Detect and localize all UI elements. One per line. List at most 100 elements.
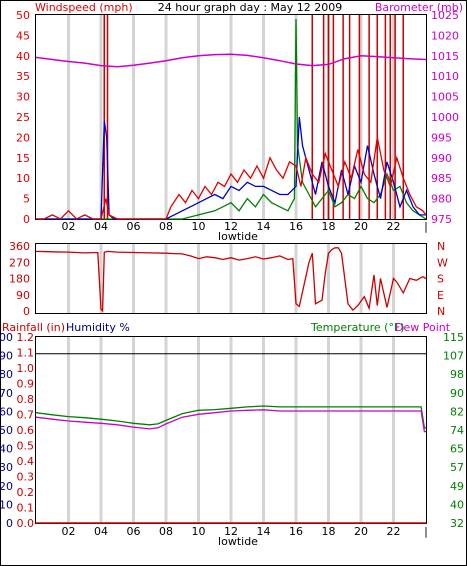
rainfall-tick-label: 0.6 — [17, 424, 35, 437]
x-tick-label: 16 — [289, 220, 303, 233]
x-tick-label: 22 — [387, 525, 401, 538]
wind-tick-label: 25 — [16, 111, 30, 124]
humidity-axis-title: Humidity % — [66, 321, 130, 334]
temperature-tick-label: 49 — [450, 480, 464, 493]
direction-tick-label: 180 — [9, 273, 30, 286]
x-tick-label: 18 — [322, 525, 336, 538]
wind-y-ticks: 0 5 10 15 20 25 30 35 40 45 50 — [16, 9, 30, 226]
direction-tick-label: 360 — [9, 240, 30, 253]
barometer-line — [35, 53, 427, 68]
rainfall-tick-label: 0.8 — [17, 393, 35, 406]
temperature-tick-label: 98 — [450, 368, 464, 381]
humidity-tick-label: 60 — [0, 405, 13, 418]
grid-3 — [67, 337, 395, 523]
temperature-tick-label: 107 — [443, 350, 464, 363]
temperature-tick-label: 74 — [450, 424, 464, 437]
barometer-tick-label: 980 — [431, 193, 452, 206]
dewpoint-axis-title: Dew Point — [395, 321, 451, 334]
wind-barometer-panel: Windspeed (mph) 24 hour graph day : May … — [16, 1, 463, 243]
rainfall-tick-label: 0.0 — [17, 517, 35, 530]
barometer-tick-label: 990 — [431, 152, 452, 165]
x-tick-label: 20 — [354, 220, 368, 233]
barometer-tick-label: 1025 — [431, 9, 459, 22]
barometer-tick-label: 1010 — [431, 70, 459, 83]
x-tick-label: 10 — [192, 220, 206, 233]
x-tick-label: 16 — [289, 525, 303, 538]
x-tick-label: 02 — [62, 525, 76, 538]
x-tick-label: 04 — [94, 525, 108, 538]
x-tick-labels-1: 02 04 06 08 10 12 14 16 18 20 22 | — [62, 220, 428, 233]
rainfall-tick-label: 0.4 — [17, 455, 35, 468]
humidity-tick-label: 40 — [0, 443, 13, 456]
barometer-tick-label: 1020 — [431, 29, 459, 42]
x-tick-labels-3: 02 04 06 08 10 12 14 16 18 20 22 | — [62, 525, 428, 538]
direction-y-ticks: 0 90 180 270 360 — [9, 240, 30, 318]
wind-tick-label: 5 — [23, 193, 30, 206]
chart-title: 24 hour graph day : May 12 2009 — [158, 1, 343, 14]
compass-label: W — [437, 256, 448, 269]
humidity-tick-label: 80 — [0, 368, 13, 381]
temperature-tick-label: 82 — [450, 405, 464, 418]
barometer-tick-label: 995 — [431, 131, 452, 144]
wind-tick-label: 30 — [16, 91, 30, 104]
rainfall-axis-title: Rainfall (in) — [2, 321, 65, 334]
climate-series — [35, 353, 426, 524]
plot-frame-2 — [35, 243, 427, 314]
x-axis-label-3: lowtide — [218, 535, 258, 548]
x-tick-label: 14 — [257, 525, 271, 538]
humidity-tick-label: 50 — [0, 424, 13, 437]
wind-tick-label: 35 — [16, 70, 30, 83]
x-tick-label: 08 — [159, 525, 173, 538]
rainfall-tick-label: 0.2 — [17, 486, 35, 499]
dewpoint-line — [35, 409, 426, 433]
grid-1 — [67, 15, 395, 219]
rainfall-tick-label: 1.0 — [17, 362, 35, 375]
x-tick-label: | — [424, 525, 428, 538]
rainfall-tick-label: 1.2 — [17, 331, 35, 344]
wind-tick-label: 40 — [16, 50, 30, 63]
x-tick-label: 10 — [192, 525, 206, 538]
compass-label: E — [437, 289, 444, 302]
temperature-y-ticks: 32 40 49 57 65 74 82 90 98 107 115 — [443, 331, 464, 530]
x-tick-label: 18 — [322, 220, 336, 233]
wind-tick-label: 0 — [23, 213, 30, 226]
wind-tick-label: 15 — [16, 152, 30, 165]
humidity-tick-label: 90 — [0, 350, 13, 363]
wind-green-line — [36, 19, 427, 220]
temperature-tick-label: 57 — [450, 461, 464, 474]
rainfall-tick-label: 0.9 — [17, 378, 35, 391]
compass-label: S — [437, 273, 444, 286]
wind-tick-label: 45 — [16, 29, 30, 42]
wind-tick-label: 10 — [16, 172, 30, 185]
rainfall-y-ticks: 0.0 0.1 0.2 0.3 0.4 0.5 0.6 0.7 0.8 0.9 1.0 1.1 1.2 — [17, 331, 35, 530]
temperature-tick-label: 90 — [450, 387, 464, 400]
direction-line — [35, 247, 427, 313]
wind-blue-line — [36, 116, 426, 220]
x-tick-label: 22 — [387, 220, 401, 233]
x-tick-label: 06 — [127, 525, 141, 538]
barometer-tick-label: 985 — [431, 172, 452, 185]
barometer-tick-label: 975 — [431, 213, 452, 226]
barometer-y-ticks: 975 980 985 990 995 1000 1005 1010 1015 1020 1025 — [431, 9, 459, 226]
temperature-tick-label: 40 — [450, 498, 464, 511]
temperature-axis-title: Temperature (°F) — [310, 321, 405, 334]
compass-label: N — [437, 305, 445, 318]
x-tick-label: 02 — [62, 220, 76, 233]
temperature-line — [35, 405, 426, 429]
rainfall-tick-label: 0.3 — [17, 471, 35, 484]
wind-series — [35, 15, 427, 220]
humidity-tick-label: 0 — [6, 517, 13, 530]
barometer-axis-title: Barometer (mb) — [375, 1, 463, 14]
x-tick-label: | — [424, 220, 428, 233]
barometer-tick-label: 1005 — [431, 91, 459, 104]
x-tick-label: 14 — [257, 220, 271, 233]
direction-series — [35, 247, 427, 313]
x-tick-label: 06 — [127, 220, 141, 233]
humidity-y-ticks: 0 10 20 30 40 50 60 70 80 90 100 — [0, 331, 13, 530]
wind-tick-label: 50 — [16, 9, 30, 22]
rainfall-tick-label: 0.7 — [17, 409, 35, 422]
wind-speed-line — [36, 137, 427, 220]
wind-axis-title: Windspeed (mph) — [35, 1, 133, 14]
